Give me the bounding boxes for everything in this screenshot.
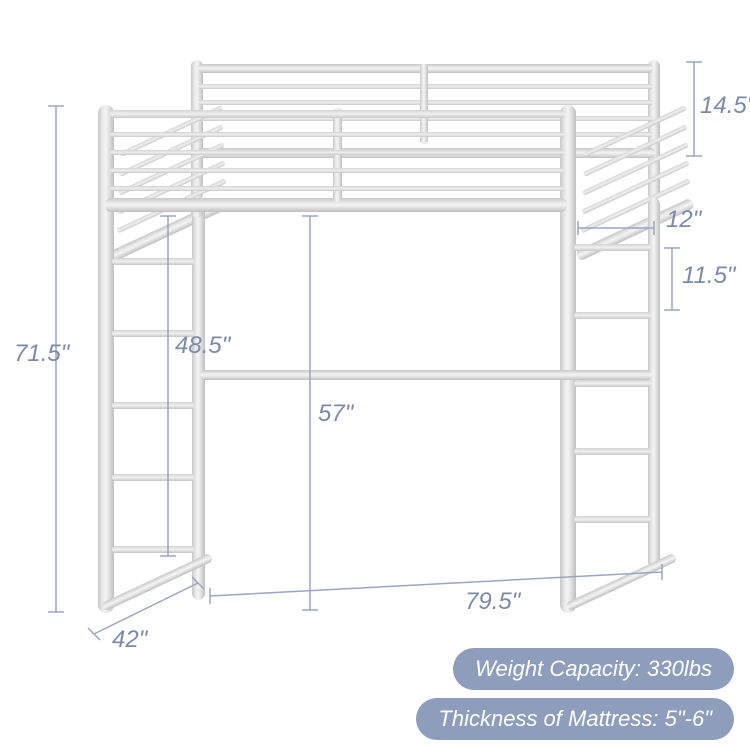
label-rung-width: 12" [666,206,701,234]
label-width: 79.5" [465,588,520,616]
pill-weight-capacity: Weight Capacity: 330lbs [453,648,734,690]
label-depth: 42" [112,626,147,654]
label-rung-spacing: 11.5" [682,262,735,290]
pill-mattress-thickness: Thickness of Mattress: 5"-6" [416,698,734,740]
label-clearance: 57" [318,400,353,428]
label-guard-rail-height: 14.5" [700,92,750,120]
label-ladder-height: 48.5" [175,332,230,360]
label-height-overall: 71.5" [14,340,69,368]
